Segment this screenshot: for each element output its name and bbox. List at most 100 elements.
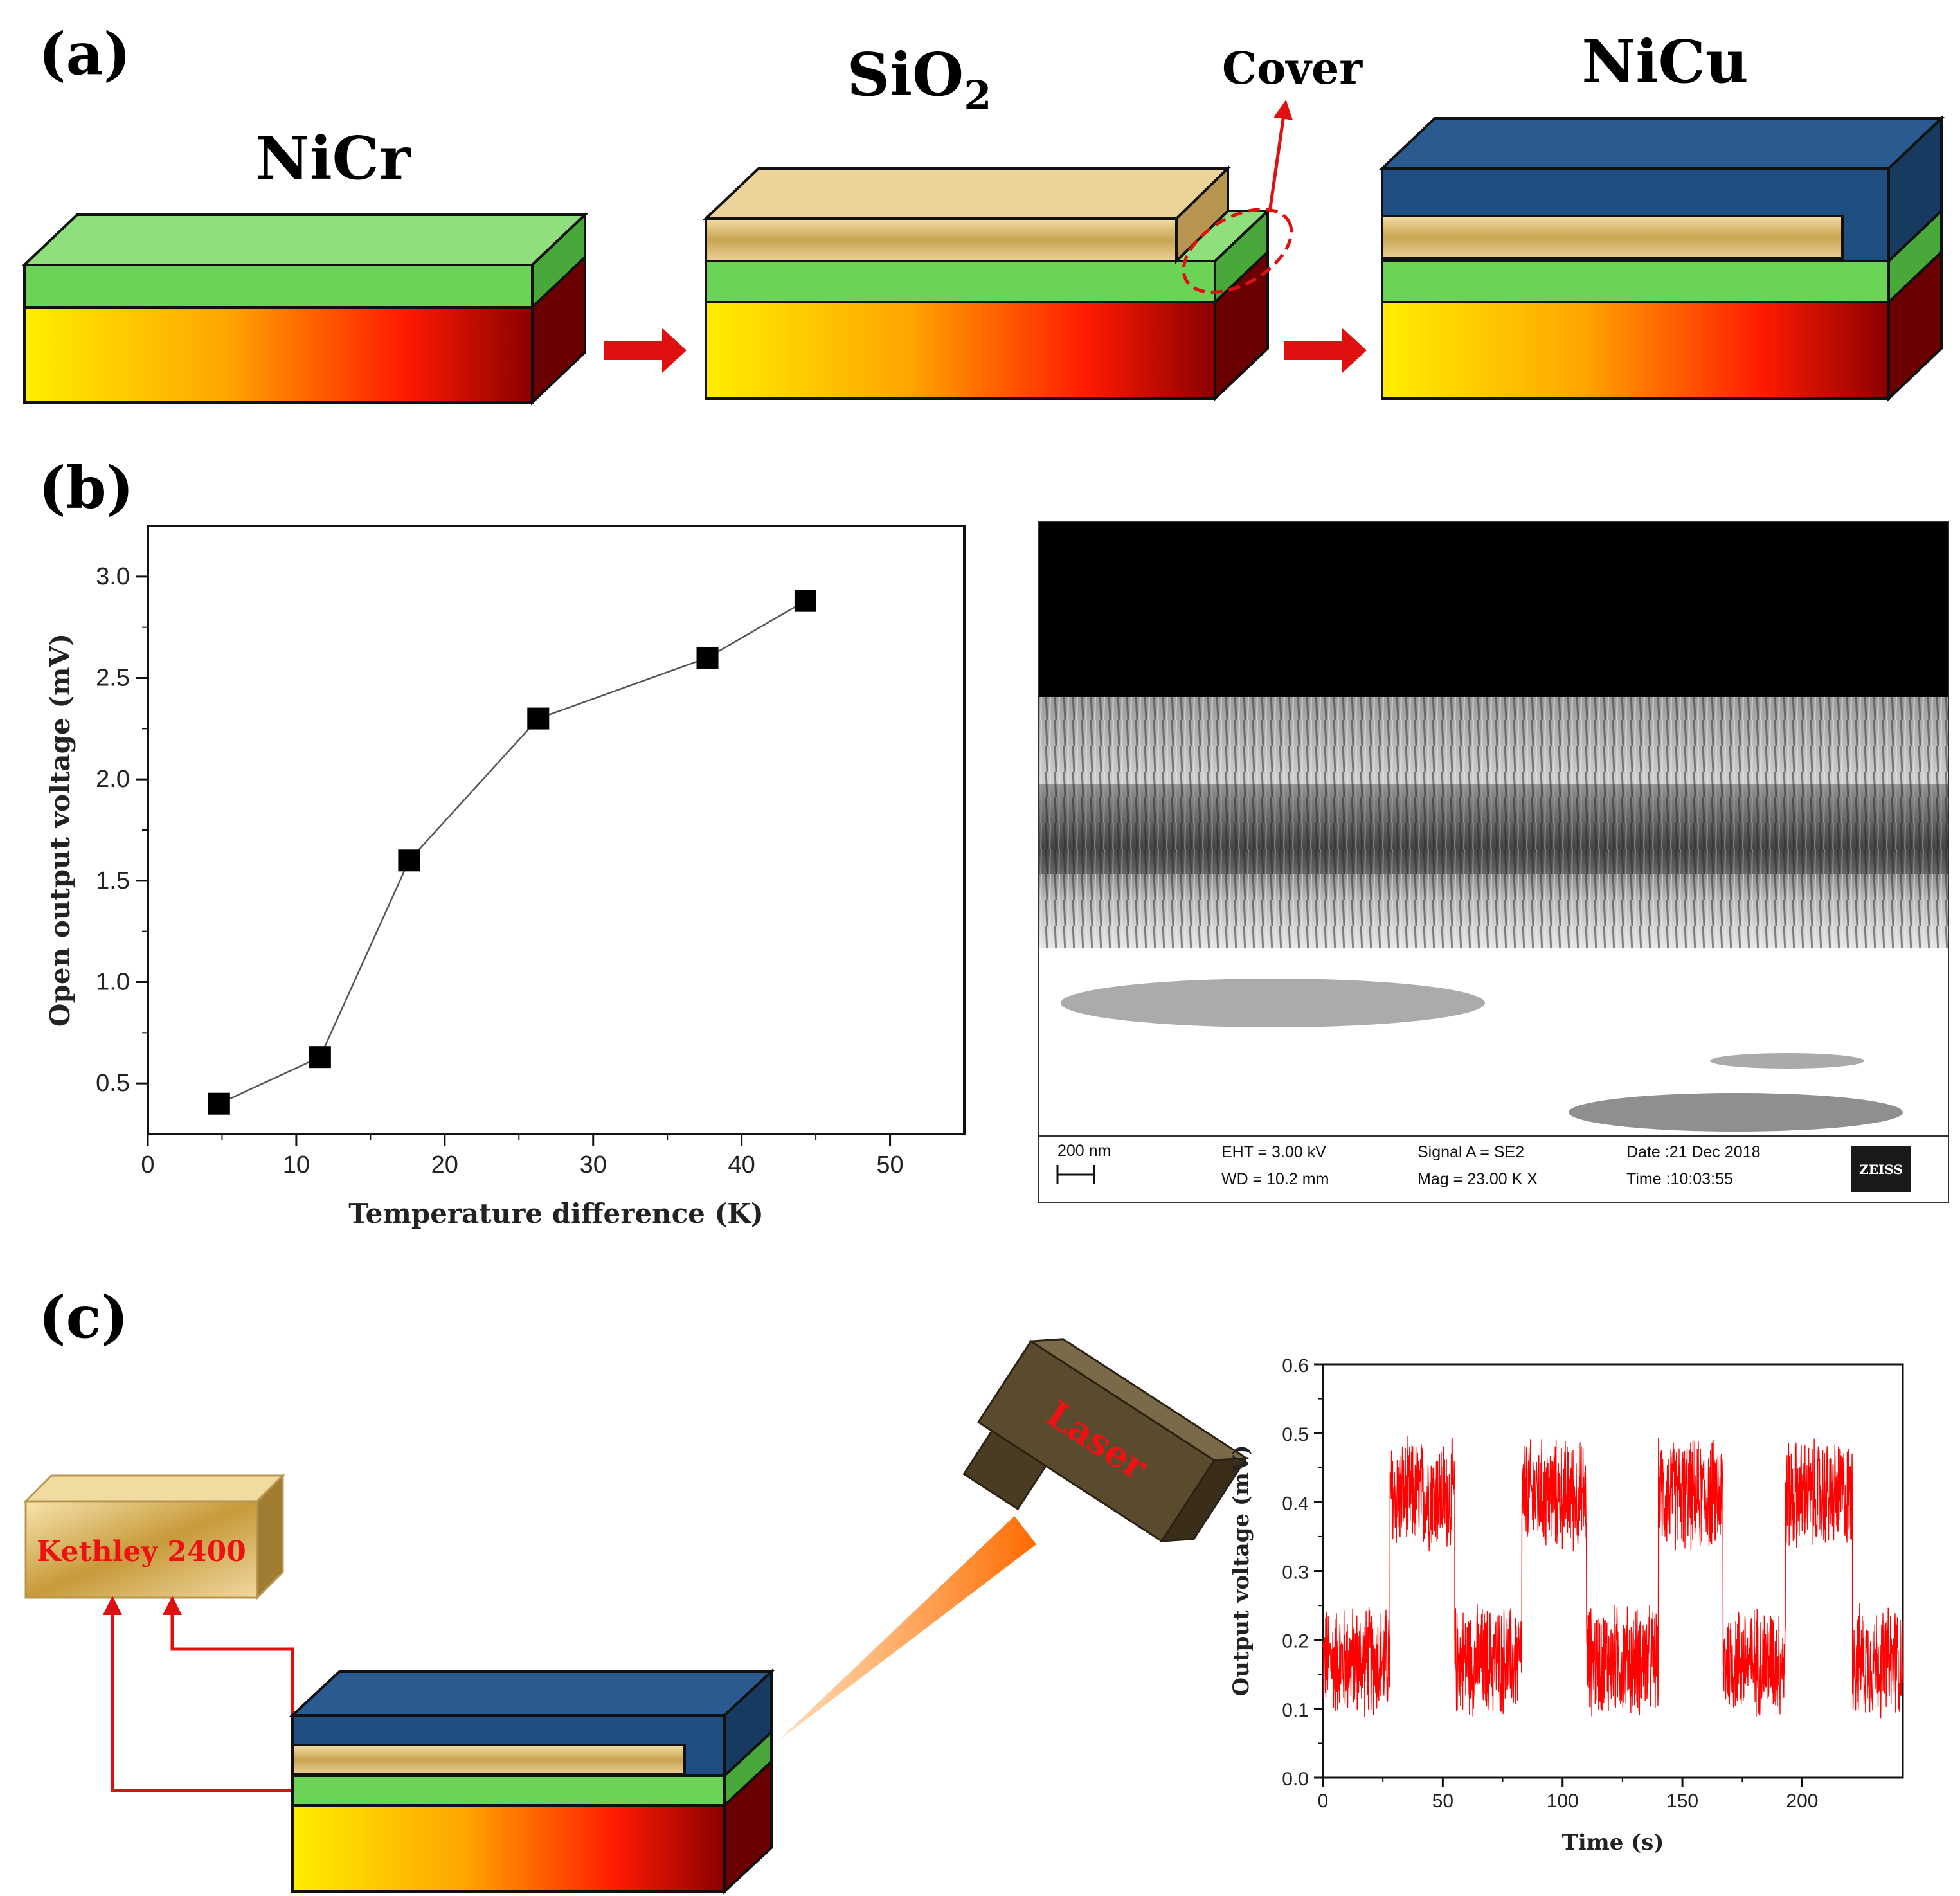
chart1-y-tick-label: 3.0 bbox=[96, 563, 130, 590]
sem-mag: Mag = 23.00 K X bbox=[1417, 1170, 1538, 1188]
chart2-y-tick-label: 0.6 bbox=[1282, 1355, 1309, 1377]
chart1-x-axis-title: Temperature difference (K) bbox=[348, 1198, 764, 1229]
substrate-front bbox=[291, 1804, 726, 1893]
panel-b: (b) 0 10 20 30 40 50 0.5 1.0 1.5 2.0 2.5 3.0 Temper… bbox=[39, 454, 1949, 1229]
sem-info-bar bbox=[1038, 1136, 1949, 1203]
sem-scale-text: 200 nm bbox=[1057, 1142, 1111, 1160]
chart1-x-tick-label: 20 bbox=[431, 1151, 458, 1178]
chart2-x-axis-title: Time (s) bbox=[1562, 1830, 1664, 1855]
stack-sio2: SiO2 Cover bbox=[702, 40, 1363, 402]
meter-top bbox=[23, 1474, 285, 1503]
chart2-x-tick-label: 0 bbox=[1318, 1791, 1329, 1812]
chart2-x-tick-label: 200 bbox=[1786, 1791, 1818, 1812]
meter-label: Kethley 2400 bbox=[37, 1535, 246, 1568]
chart1-x-tick-label: 50 bbox=[876, 1151, 903, 1178]
chart1-points bbox=[208, 590, 816, 1115]
chart1-data-point bbox=[208, 1092, 230, 1115]
chart1-x-tick-label: 30 bbox=[580, 1151, 607, 1178]
panel-a: (a) NiCr SiO2 Cover bbox=[21, 20, 1945, 406]
chart2-frame bbox=[1322, 1363, 1904, 1779]
voltage-vs-temperature-chart: 0 10 20 30 40 50 0.5 1.0 1.5 2.0 2.5 3.0 Temperatur… bbox=[44, 525, 966, 1229]
chart1-data-point bbox=[398, 849, 420, 872]
sio2-title-sub: 2 bbox=[964, 72, 991, 119]
nicu-title: NiCu bbox=[1581, 27, 1748, 96]
chart1-data-point bbox=[309, 1046, 331, 1069]
process-arrow-2 bbox=[1284, 328, 1367, 373]
nicu-layer-top bbox=[289, 1670, 775, 1717]
substrate-front bbox=[1381, 301, 1890, 400]
nicr-layer-front bbox=[291, 1774, 726, 1807]
nicu-layer-top bbox=[1378, 117, 1945, 170]
wire-to-nicu bbox=[163, 1596, 294, 1717]
panel-a-label: (a) bbox=[39, 20, 130, 88]
chart2-x-tick-label: 100 bbox=[1547, 1791, 1579, 1812]
cover-arrow bbox=[1268, 100, 1293, 213]
sio2-layer-side bbox=[1175, 165, 1229, 264]
chart2-y-tick-label: 0.4 bbox=[1282, 1493, 1309, 1514]
chart2-series-line bbox=[1322, 1435, 1903, 1719]
chart1-data-point bbox=[527, 707, 550, 730]
chart1-y-tick-label: 2.5 bbox=[96, 665, 130, 692]
zeiss-logo bbox=[1851, 1146, 1911, 1192]
chart1-ticks: 0 10 20 30 40 50 0.5 1.0 1.5 2.0 2.5 3.0 bbox=[96, 563, 904, 1178]
laser-body-side bbox=[1160, 1457, 1248, 1542]
laser-beam bbox=[778, 1516, 1036, 1741]
sem-scale-bar bbox=[1056, 1165, 1095, 1184]
sio2-layer-front bbox=[1381, 215, 1844, 260]
sem-vacuum-region bbox=[1039, 522, 1948, 697]
nicr-layer-front bbox=[1381, 260, 1890, 303]
nicu-layer-side bbox=[1887, 115, 1943, 264]
meter-box: Kethley 2400 bbox=[23, 1473, 285, 1600]
sem-substrate-shadow bbox=[1061, 979, 1485, 1027]
chart2-x-tick-label: 50 bbox=[1432, 1791, 1453, 1812]
sem-middle-dark-band bbox=[1039, 784, 1948, 874]
chart1-frame bbox=[147, 525, 966, 1135]
nicr-layer-front bbox=[23, 264, 534, 309]
sem-substrate-shadow bbox=[1710, 1053, 1864, 1069]
substrate-front bbox=[705, 301, 1216, 400]
chart1-series-line bbox=[219, 600, 806, 1105]
nicr-layer-side bbox=[531, 212, 586, 311]
chart2-y-tick-label: 0.1 bbox=[1282, 1700, 1309, 1721]
chart1-y-tick-label: 1.5 bbox=[96, 867, 130, 894]
chart1-y-tick-label: 1.0 bbox=[96, 969, 130, 996]
chart1-y-tick-label: 0.5 bbox=[96, 1070, 130, 1097]
chart1-y-tick-label: 2.0 bbox=[96, 766, 130, 793]
panel-b-label: (b) bbox=[39, 454, 134, 522]
device-stack bbox=[289, 1668, 775, 1895]
output-voltage-time-chart: 0 50 100 150 200 0.0 0.1 0.2 0.3 0.4 0.5 0.6 Time (… bbox=[1228, 1355, 1904, 1855]
chart2-y-tick-label: 0.3 bbox=[1282, 1562, 1309, 1584]
laser-head: Laser bbox=[962, 1338, 1250, 1543]
process-arrow-1 bbox=[604, 328, 687, 373]
chart1-x-tick-label: 40 bbox=[728, 1151, 755, 1178]
chart1-x-tick-label: 10 bbox=[283, 1151, 310, 1178]
sem-micrograph: 200 nm EHT = 3.00 kV WD = 10.2 mm Signal… bbox=[1038, 521, 1949, 1203]
sio2-layer-front bbox=[705, 217, 1178, 262]
chart1-data-point bbox=[696, 646, 719, 669]
chart1-y-axis-title: Open output voltage (mV) bbox=[44, 633, 76, 1027]
sem-substrate-shadow bbox=[1569, 1093, 1903, 1132]
sem-film-columns bbox=[1039, 697, 1948, 948]
meter-front bbox=[24, 1500, 258, 1599]
wire-to-nicr bbox=[103, 1596, 292, 1792]
cover-highlight-ellipse bbox=[1182, 208, 1293, 294]
panel-c-label: (c) bbox=[39, 1283, 129, 1351]
cover-label: Cover bbox=[1222, 43, 1363, 95]
sem-eht: EHT = 3.00 kV bbox=[1221, 1143, 1326, 1161]
stack-nicu: NiCu bbox=[1378, 27, 1945, 402]
nicu-layer-side bbox=[723, 1668, 773, 1779]
stack-nicr: NiCr bbox=[21, 123, 589, 406]
substrate-front bbox=[23, 306, 534, 404]
nicr-layer-top bbox=[21, 213, 589, 266]
chart2-y-tick-label: 0.0 bbox=[1282, 1769, 1309, 1790]
sio2-title-main: SiO bbox=[847, 40, 964, 109]
panel-c: (c) Kethley 2400 bbox=[23, 1283, 1904, 1895]
sio2-layer-top bbox=[702, 167, 1231, 220]
sem-signal: Signal A = SE2 bbox=[1417, 1143, 1524, 1161]
chart2-ticks: 0 50 100 150 200 0.0 0.1 0.2 0.3 0.4 0.5 0.6 bbox=[1282, 1355, 1818, 1812]
nicr-layer-front bbox=[705, 260, 1216, 303]
chart1-data-point bbox=[794, 590, 816, 612]
sem-wd: WD = 10.2 mm bbox=[1221, 1170, 1329, 1188]
sem-time: Time :10:03:55 bbox=[1626, 1170, 1733, 1188]
